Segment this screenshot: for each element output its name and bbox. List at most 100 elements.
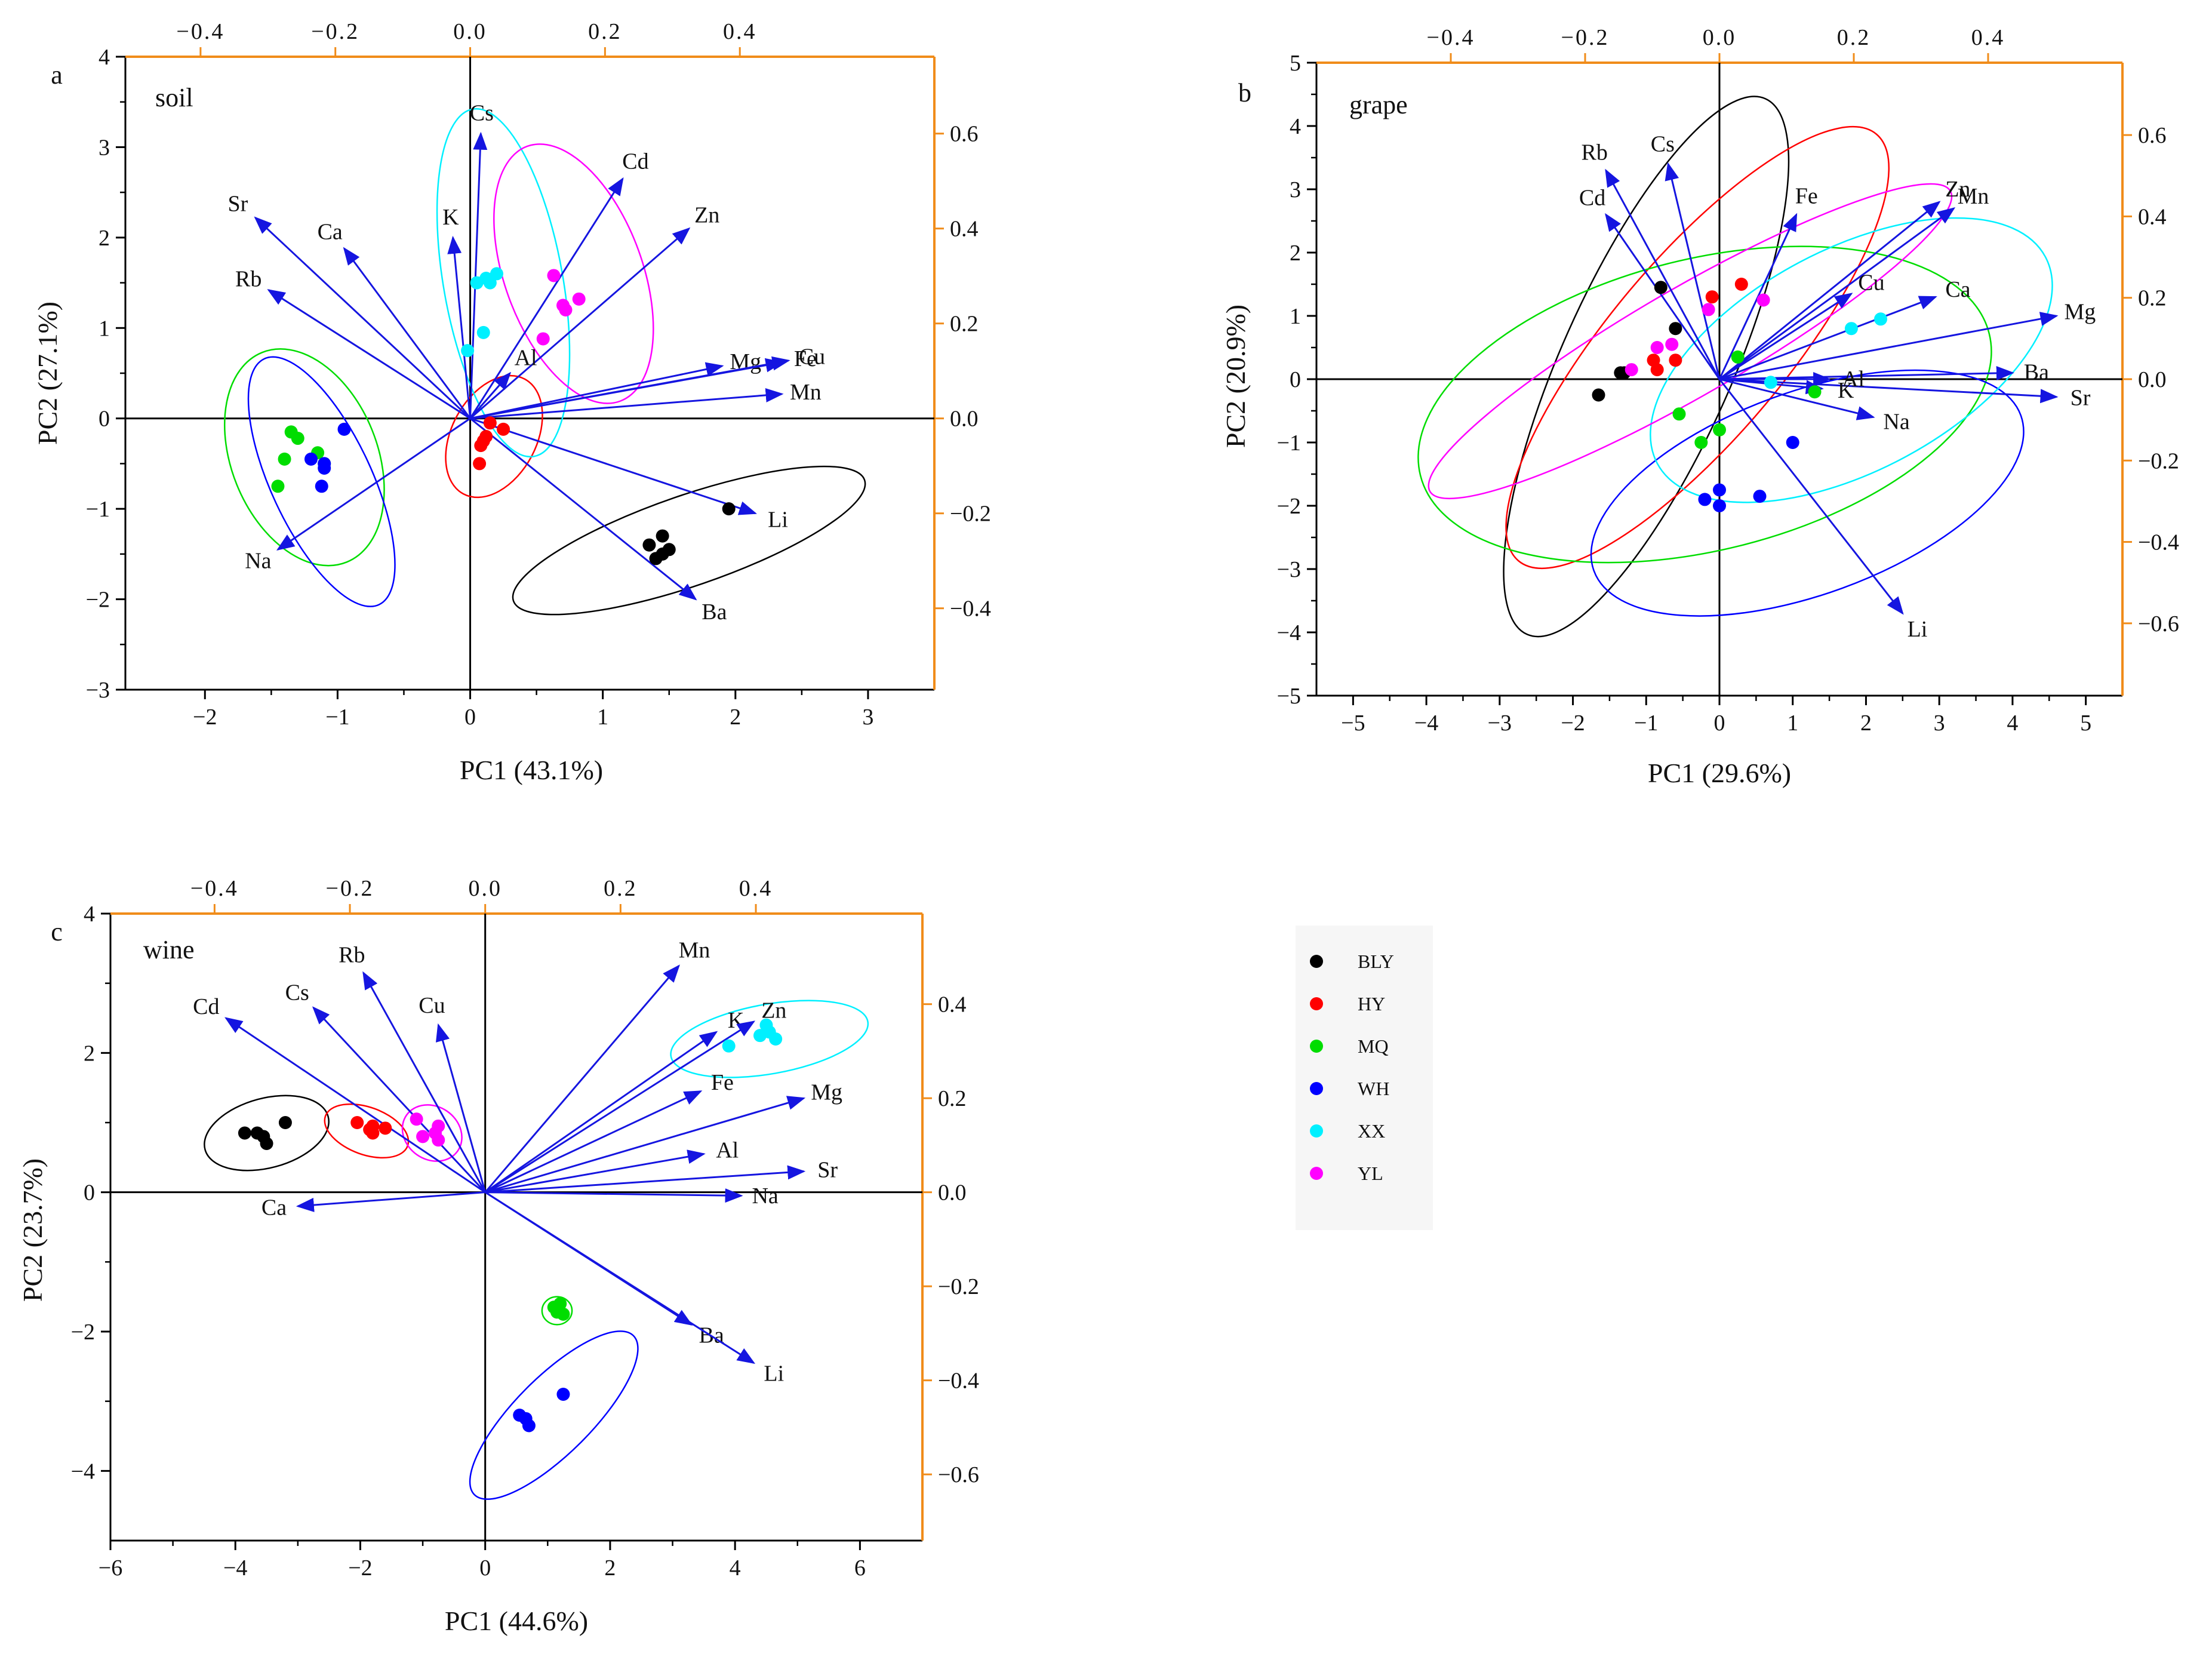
score-point-xx	[759, 1018, 773, 1032]
right-tick-label: 0.6	[950, 122, 979, 147]
top-tick-label: −0.2	[311, 19, 359, 44]
loading-arrow-ca	[296, 1191, 485, 1212]
panel-title: wine	[143, 935, 195, 964]
score-point-xx	[461, 344, 475, 358]
confidence-ellipse-mq	[223, 348, 385, 567]
y-tick-label: −2	[1277, 494, 1301, 519]
loading-label-ca: Ca	[261, 1195, 287, 1221]
loading-label-al: Al	[1842, 367, 1865, 392]
confidence-ellipse-bly	[1503, 96, 1790, 638]
loading-arrow-rb	[362, 971, 487, 1193]
loading-label-na: Na	[1883, 410, 1909, 435]
loading-arrow-rb	[1605, 168, 1721, 380]
y-tick-label: −4	[1277, 620, 1301, 645]
loading-label-zn: Zn	[694, 202, 719, 228]
legend-marker	[1310, 1167, 1323, 1180]
top-tick-label: 0.0	[468, 876, 502, 901]
y-axis-title: PC2 (23.7%)	[17, 1158, 48, 1302]
loading-arrow-mg	[470, 362, 724, 420]
score-point-wh	[1713, 499, 1726, 512]
top-tick-label: 0.4	[739, 876, 773, 901]
loading-label-k: K	[1838, 378, 1854, 403]
y-tick-label: 2	[99, 226, 110, 251]
loading-label-sr: Sr	[228, 191, 248, 216]
score-point-bly	[642, 538, 656, 552]
loading-arrow-cd	[469, 177, 624, 419]
top-tick-label: 0.2	[604, 876, 638, 901]
score-point-yl	[410, 1112, 423, 1126]
y-tick-label: −5	[1277, 684, 1301, 709]
x-tick-label: −2	[348, 1556, 372, 1581]
y-tick-label: 3	[99, 135, 110, 160]
y-tick-label: −1	[86, 497, 110, 522]
loading-arrow-zn	[484, 1020, 756, 1193]
score-point-yl	[547, 269, 561, 282]
y-axis-title: PC2 (20.9%)	[1220, 305, 1251, 448]
confidence-ellipse-xx	[670, 1000, 869, 1078]
legend-label: WH	[1358, 1077, 1390, 1099]
panel-title: soil	[155, 83, 193, 112]
confidence-ellipse-bly	[204, 1095, 330, 1172]
y-tick-label: 0	[84, 1181, 95, 1206]
score-point-hy	[1705, 290, 1719, 304]
score-point-hy	[366, 1126, 380, 1140]
loading-label-li: Li	[768, 507, 788, 532]
top-tick-label: −0.4	[190, 876, 239, 901]
loading-arrow-na	[485, 1188, 743, 1203]
right-tick-label: −0.2	[938, 1274, 979, 1299]
right-tick-label: 0.2	[938, 1086, 967, 1111]
legend-item: XX	[1310, 1119, 1385, 1143]
top-tick-label: 0.0	[453, 19, 487, 44]
confidence-ellipse-yl	[493, 143, 654, 404]
panel-title: grape	[1349, 90, 1408, 119]
right-tick-label: −0.2	[2138, 448, 2179, 474]
score-point-yl	[572, 292, 586, 306]
right-tick-label: 0.4	[950, 217, 979, 242]
x-tick-label: −1	[1634, 711, 1658, 736]
y-tick-label: −3	[1277, 557, 1301, 582]
x-tick-label: −3	[1488, 711, 1512, 736]
score-point-yl	[432, 1119, 445, 1133]
top-tick-label: 0.4	[723, 19, 757, 44]
x-tick-label: −4	[223, 1556, 247, 1581]
legend-label: BLY	[1358, 950, 1394, 972]
score-point-mq	[1694, 436, 1708, 449]
legend-label: XX	[1358, 1120, 1386, 1142]
loading-label-mn: Mn	[679, 938, 710, 963]
x-tick-label: −2	[193, 705, 217, 730]
confidence-ellipse-mq	[1417, 245, 1992, 564]
y-tick-label: 1	[99, 316, 110, 341]
score-point-yl	[1756, 293, 1770, 307]
score-point-bly	[1669, 322, 1682, 336]
legend-label: YL	[1358, 1162, 1383, 1184]
panel-letter: b	[1238, 78, 1251, 107]
loading-label-fe: Fe	[1795, 184, 1818, 209]
panel-letter: a	[51, 60, 63, 90]
loading-arrow-cs	[469, 131, 488, 419]
loading-arrow-k	[484, 1031, 718, 1193]
loading-arrow-al	[485, 1149, 706, 1194]
confidence-ellipse-mq	[541, 1296, 573, 1326]
score-point-wh	[522, 1419, 536, 1432]
confidence-ellipse-hy	[1505, 125, 1890, 570]
loading-label-na: Na	[752, 1183, 778, 1209]
score-point-wh	[318, 462, 331, 475]
x-tick-label: −1	[325, 705, 349, 730]
legend-marker	[1310, 997, 1323, 1010]
legend-item: BLY	[1310, 949, 1394, 973]
x-tick-label: 2	[730, 705, 741, 730]
loading-arrow-mn	[484, 964, 680, 1193]
score-point-hy	[1734, 278, 1748, 291]
loading-label-mg: Mg	[2064, 300, 2096, 325]
score-point-hy	[350, 1116, 364, 1129]
x-tick-label: −2	[1561, 711, 1585, 736]
confidence-ellipse-wh	[469, 1330, 639, 1500]
score-point-xx	[479, 272, 493, 285]
loading-label-cu: Cu	[419, 993, 445, 1018]
loading-arrow-cu	[1719, 293, 1853, 380]
legend: BLY HY MQ WH XX YL	[1296, 926, 1433, 1230]
x-tick-label: −4	[1414, 711, 1438, 736]
loading-label-ba: Ba	[702, 600, 727, 625]
panel-c: −6 −4 −2 0 2 4 6 −4 −2 0 2 4 −0.4 −0.2 0.0 0.2 0.4 −0.6 −0…	[17, 876, 979, 1636]
x-tick-label: 4	[730, 1556, 741, 1581]
